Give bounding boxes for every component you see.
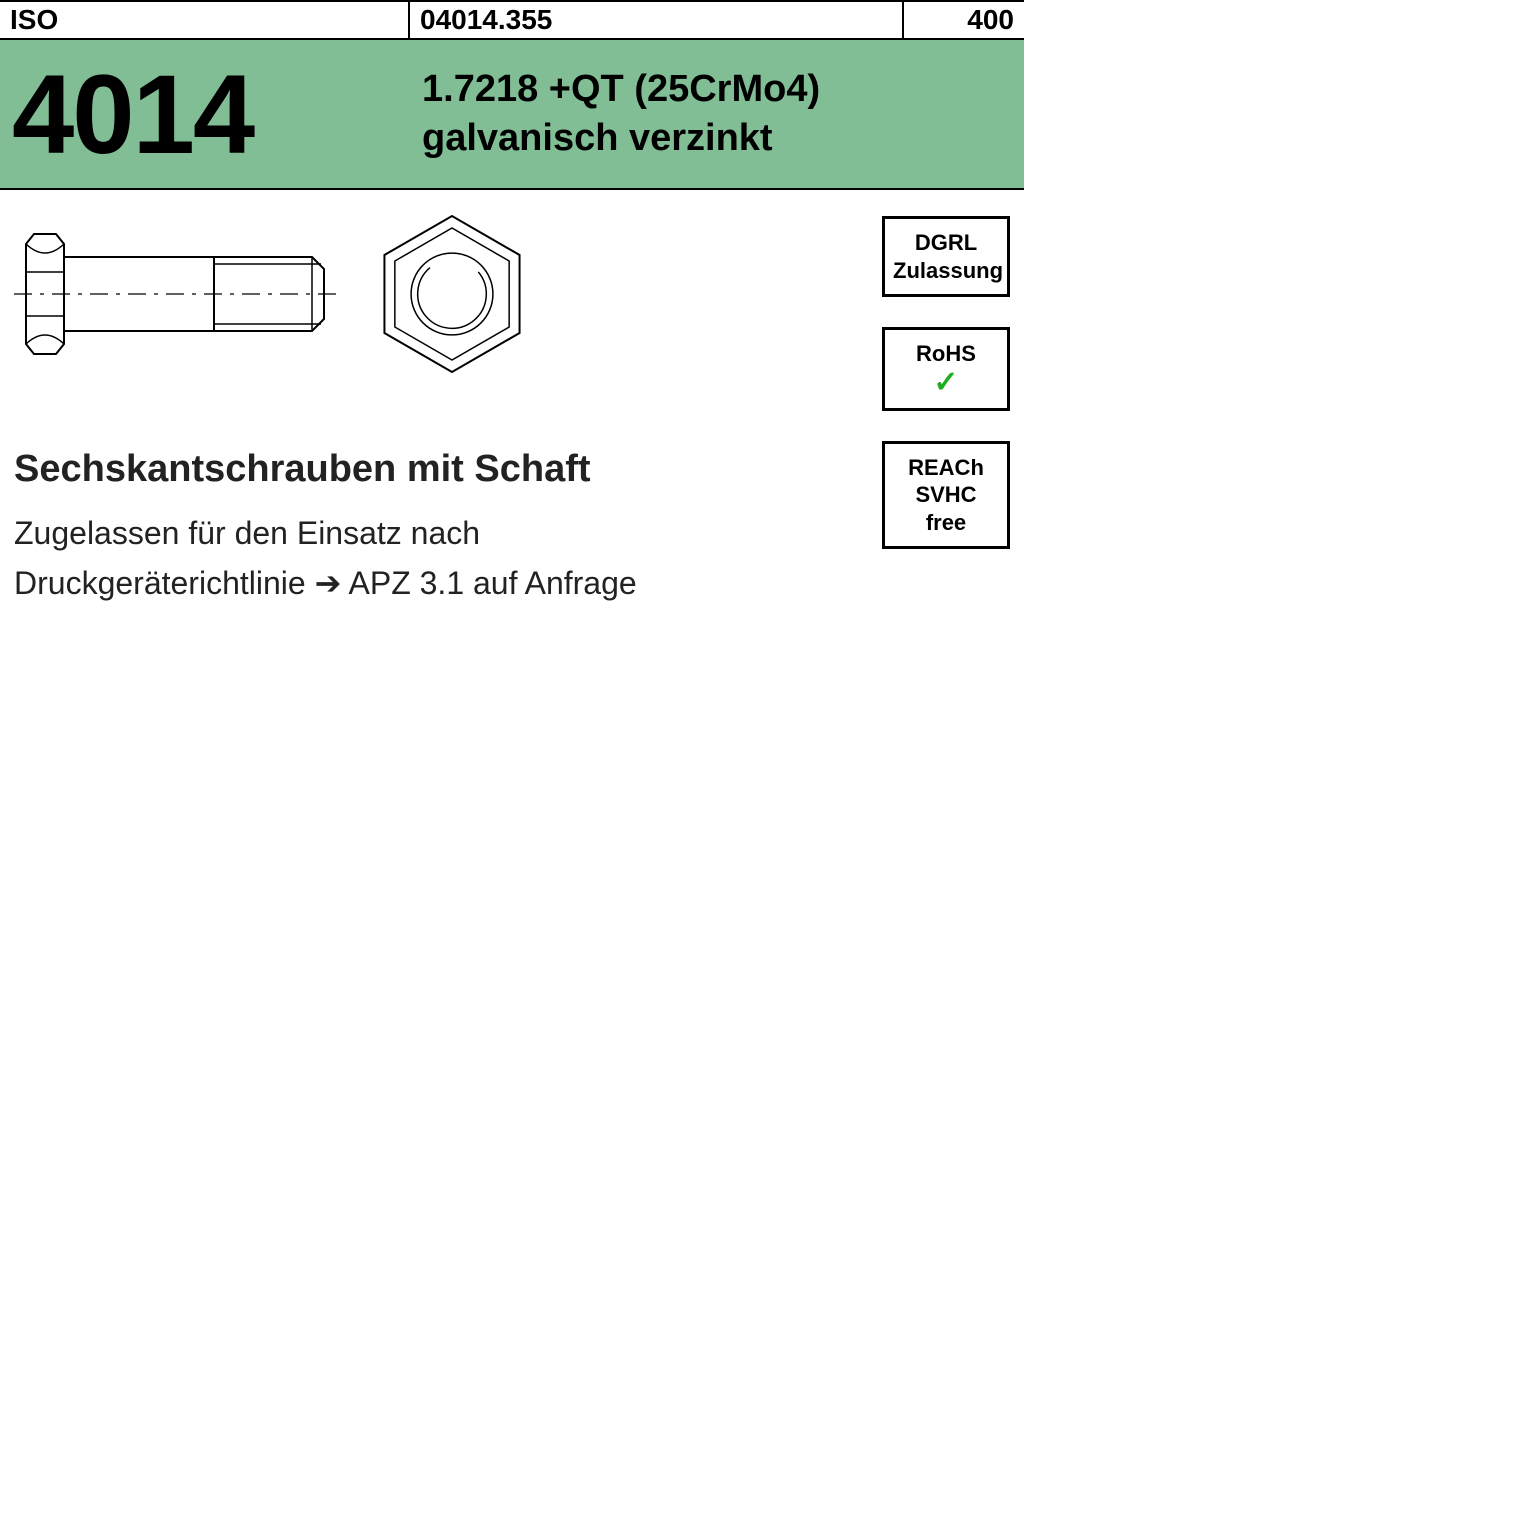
header-code: 04014.355 bbox=[420, 4, 552, 36]
badge-line: Zulassung bbox=[893, 257, 999, 285]
product-title: Sechskantschrauben mit Schaft bbox=[14, 448, 1010, 491]
header-col-standard: ISO bbox=[0, 2, 410, 38]
description-line-2: Druckgeräterichtlinie ➔ APZ 3.1 auf Anfr… bbox=[14, 559, 1010, 609]
description-block: Sechskantschrauben mit Schaft Zugelassen… bbox=[0, 440, 1024, 608]
compliance-badge-2: REAChSVHCfree bbox=[882, 441, 1010, 550]
badge-line: RoHS bbox=[893, 340, 999, 368]
product-spec-card: ISO 04014.355 400 4014 1.7218 +QT (25CrM… bbox=[0, 0, 1024, 1024]
header-qty: 400 bbox=[967, 4, 1014, 36]
badge-line: DGRL bbox=[893, 229, 999, 257]
material-block: 1.7218 +QT (25CrMo4) galvanisch verzinkt bbox=[410, 65, 1024, 164]
material-line-2: galvanisch verzinkt bbox=[422, 114, 1024, 163]
spec-band: 4014 1.7218 +QT (25CrMo4) galvanisch ver… bbox=[0, 40, 1024, 190]
material-line-1: 1.7218 +QT (25CrMo4) bbox=[422, 65, 1024, 114]
badge-line: SVHC bbox=[893, 481, 999, 509]
badge-line: REACh bbox=[893, 454, 999, 482]
header-standard-label: ISO bbox=[10, 4, 58, 36]
header-col-code: 04014.355 bbox=[410, 2, 904, 38]
standard-number: 4014 bbox=[0, 50, 410, 179]
compliance-badge-0: DGRLZulassung bbox=[882, 216, 1010, 297]
check-icon: ✓ bbox=[893, 368, 999, 398]
compliance-badges: DGRLZulassung RoHS✓ REAChSVHCfree bbox=[882, 216, 1010, 549]
header-col-qty: 400 bbox=[904, 2, 1024, 38]
technical-drawing bbox=[0, 190, 1024, 440]
header-row: ISO 04014.355 400 bbox=[0, 0, 1024, 40]
bolt-drawing-svg bbox=[12, 208, 572, 398]
description-line-1: Zugelassen für den Einsatz nach bbox=[14, 509, 1010, 559]
badge-line: free bbox=[893, 509, 999, 537]
compliance-badge-1: RoHS✓ bbox=[882, 327, 1010, 411]
